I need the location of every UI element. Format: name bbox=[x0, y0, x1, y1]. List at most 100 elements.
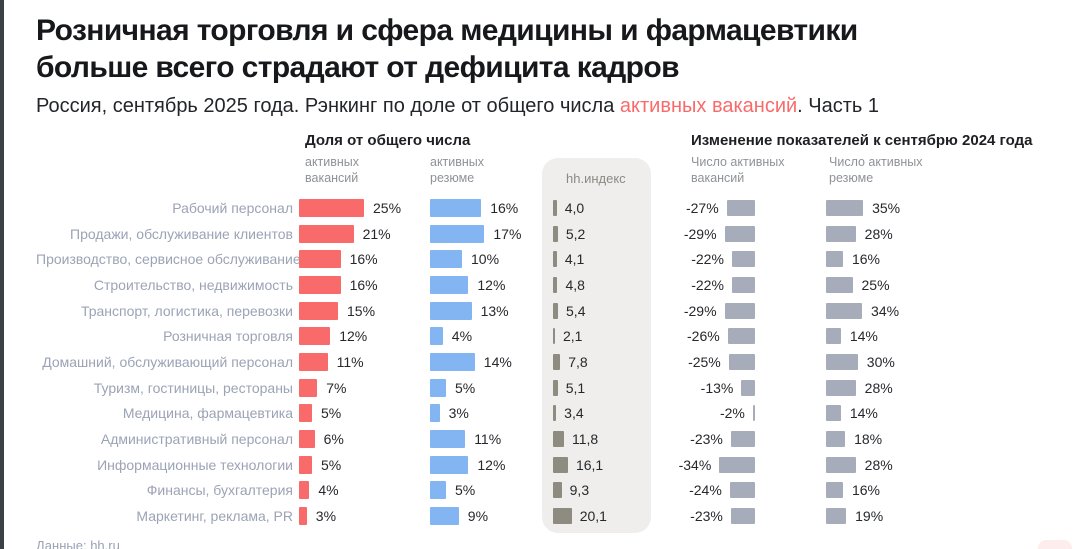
hh-index-bar bbox=[553, 200, 557, 216]
table-row: Туризм, гостиницы, рестораны 7% 5% 5,1 -13% 2… bbox=[0, 375, 1080, 401]
change-vacancies-value: -13% bbox=[700, 379, 734, 396]
change-resumes-bar bbox=[826, 225, 856, 242]
share-resumes-value: 11% bbox=[474, 430, 502, 447]
hh-index-bar bbox=[553, 225, 558, 242]
change-resumes-value: 30% bbox=[866, 353, 895, 370]
share-vacancies-bar bbox=[299, 378, 318, 397]
hh-index-value: 7,8 bbox=[568, 353, 588, 370]
category-label: Туризм, гостиницы, рестораны bbox=[93, 379, 293, 396]
category-label: Розничная торговля bbox=[163, 328, 293, 345]
change-vacancies-bar bbox=[752, 405, 755, 422]
change-resumes-value: 16% bbox=[851, 251, 880, 268]
share-vacancies-value: 25% bbox=[373, 200, 402, 216]
title-line-2: больше всего страдают от дефицита кадров bbox=[36, 51, 680, 84]
share-resumes-bar bbox=[430, 429, 466, 448]
change-resumes-value: 35% bbox=[872, 200, 901, 216]
share-resumes-value: 4% bbox=[451, 328, 473, 345]
category-label: Маркетинг, реклама, PR bbox=[136, 507, 293, 524]
hh-index-bar bbox=[553, 405, 557, 422]
hh-index-value: 11,8 bbox=[571, 430, 599, 447]
table-row: Производство, сервисное обслуживание 16% 1… bbox=[0, 246, 1080, 272]
share-resumes-bar bbox=[430, 275, 469, 294]
change-group-header: Изменение показателей к сентябрю 2024 го… bbox=[691, 132, 1033, 149]
change-vacancies-value: -29% bbox=[683, 302, 717, 319]
change-vacancies-bar bbox=[719, 456, 755, 473]
change-resumes-bar bbox=[826, 482, 843, 499]
category-label: Рабочий персонал bbox=[172, 200, 293, 216]
hh-index-bar bbox=[553, 276, 558, 293]
share-resumes-bar bbox=[430, 404, 440, 423]
change-resumes-bar bbox=[826, 251, 843, 268]
chart-rows: Рабочий персонал 25% 16% 4,0 -27% 35% Продажи,… bbox=[0, 195, 1080, 529]
hh-index-value: 3,4 bbox=[564, 405, 584, 422]
share-vacancies-value: 6% bbox=[323, 430, 344, 447]
hh-index-value: 9,3 bbox=[569, 482, 590, 499]
share-vacancies-value: 7% bbox=[326, 379, 347, 396]
share-vacancies-bar bbox=[299, 506, 307, 525]
change-vacancies-value: -25% bbox=[688, 353, 721, 370]
category-label: Финансы, бухгалтерия bbox=[146, 482, 293, 499]
hh-index-value: 20,1 bbox=[579, 507, 607, 524]
table-row: Маркетинг, реклама, PR 3% 9% 20,1 -23% 19% bbox=[0, 503, 1080, 529]
change-resumes-value: 28% bbox=[864, 225, 893, 242]
share-vacancies-value: 12% bbox=[339, 328, 368, 345]
title-line-1: Розничная торговля и сфера медицины и фа… bbox=[36, 14, 858, 47]
share-resumes-value: 14% bbox=[483, 353, 512, 370]
share-vacancies-value: 16% bbox=[349, 276, 378, 293]
share-resumes-bar bbox=[430, 481, 446, 500]
share-resumes-value: 5% bbox=[455, 482, 476, 499]
change-vacancies-bar bbox=[731, 251, 755, 268]
share-vacancies-value: 11% bbox=[336, 353, 364, 370]
category-label: Административный персонал bbox=[100, 430, 293, 447]
share-vacancies-header: активных вакансий bbox=[305, 155, 360, 185]
share-vacancies-value: 5% bbox=[321, 405, 342, 422]
subtitle-prefix: Россия, сентябрь 2025 года. Рэнкинг по д… bbox=[36, 95, 620, 117]
table-row: Продажи, обслуживание клиентов 21% 17% 5,2 -… bbox=[0, 221, 1080, 247]
table-row: Медицина, фармацевтика 5% 3% 3,4 -2% 14% bbox=[0, 400, 1080, 426]
change-vacancies-value: -27% bbox=[685, 200, 719, 216]
change-resumes-value: 16% bbox=[851, 482, 880, 499]
category-label: Строительство, недвижимость bbox=[93, 276, 293, 293]
share-vacancies-bar bbox=[299, 455, 312, 474]
change-vacancies-value: -22% bbox=[691, 251, 724, 268]
subtitle-suffix: . Часть 1 bbox=[797, 95, 879, 117]
hh-index-bar bbox=[553, 482, 562, 499]
table-row: Административный персонал 6% 11% 11,8 -23% 18… bbox=[0, 426, 1080, 452]
share-resumes-bar bbox=[430, 455, 469, 474]
change-vacancies-bar bbox=[729, 482, 755, 499]
share-vacancies-bar bbox=[299, 275, 341, 294]
category-label: Производство, сервисное обслуживание bbox=[36, 251, 301, 268]
change-vacancies-value: -23% bbox=[690, 507, 723, 524]
share-vacancies-value: 16% bbox=[349, 251, 378, 268]
change-vacancies-bar bbox=[731, 276, 755, 293]
change-vacancies-value: -34% bbox=[678, 456, 712, 473]
share-vacancies-bar bbox=[299, 199, 364, 217]
page-title: Розничная торговля и сфера медицины и фа… bbox=[36, 12, 1056, 86]
share-resumes-bar bbox=[430, 250, 462, 269]
share-vacancies-value: 5% bbox=[321, 456, 342, 473]
change-resumes-bar bbox=[826, 379, 856, 396]
data-source: Данные: hh.ru bbox=[36, 538, 120, 549]
table-row: Строительство, недвижимость 16% 12% 4,8 -22%… bbox=[0, 272, 1080, 298]
change-vacancies-value: -23% bbox=[690, 430, 723, 447]
share-resumes-bar bbox=[430, 327, 443, 346]
share-vacancies-value: 3% bbox=[315, 507, 337, 524]
hh-index-bar bbox=[553, 456, 568, 473]
change-vacancies-value: -29% bbox=[683, 225, 717, 242]
hh-index-header: hh.индекс bbox=[566, 171, 626, 186]
change-vacancies-value: -26% bbox=[687, 328, 720, 345]
change-resumes-bar bbox=[826, 405, 841, 422]
change-vacancies-value: -24% bbox=[689, 482, 722, 499]
hh-index-bar bbox=[553, 302, 559, 319]
table-row: Домашний, обслуживающий персонал 11% 14% 7,… bbox=[0, 349, 1080, 375]
share-resumes-value: 9% bbox=[467, 507, 489, 524]
category-label: Продажи, обслуживание клиентов bbox=[70, 225, 293, 242]
share-vacancies-bar bbox=[299, 224, 354, 243]
change-vacancies-bar bbox=[724, 302, 755, 319]
hh-index-bar bbox=[553, 507, 572, 524]
share-vacancies-value: 15% bbox=[347, 302, 376, 319]
change-vacancies-bar bbox=[728, 353, 755, 370]
share-resumes-bar bbox=[430, 199, 482, 217]
change-resumes-bar bbox=[826, 302, 863, 319]
share-vacancies-bar bbox=[299, 352, 328, 371]
